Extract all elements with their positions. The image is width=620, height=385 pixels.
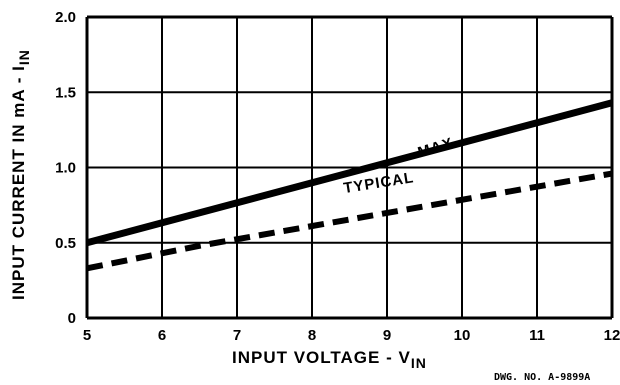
series-line-max	[86, 99, 613, 247]
x-tick-label: 8	[308, 327, 316, 344]
grid	[85, 15, 614, 320]
x-tick-label: 12	[604, 327, 620, 344]
x-axis-label-subscript: IN	[411, 355, 427, 371]
series-group	[86, 99, 613, 272]
y-axis-ticks: 0 0.5 1.0 1.5 2.0	[55, 9, 76, 327]
drawing-number: DWG. NO. A-9899A	[494, 372, 590, 383]
y-axis-label-main: INPUT CURRENT IN mA - I	[9, 65, 28, 300]
series-line-typical	[86, 170, 613, 272]
y-axis-label: INPUT CURRENT IN mA - IIN	[9, 49, 32, 300]
series-label-max: MAX.	[416, 133, 461, 161]
x-tick-label: 7	[233, 327, 241, 344]
series-labels: MAX.TYPICAL	[342, 133, 460, 197]
x-tick-label: 10	[454, 327, 471, 344]
y-tick-label: 1.5	[55, 84, 76, 101]
y-axis-label-subscript: IN	[16, 49, 32, 65]
y-tick-label: 2.0	[55, 9, 76, 26]
y-tick-label: 0	[68, 310, 76, 327]
x-tick-label: 11	[529, 327, 545, 344]
y-tick-label: 1.0	[55, 160, 76, 177]
x-tick-label: 5	[83, 327, 91, 344]
y-tick-label: 0.5	[55, 235, 76, 252]
x-axis-label: INPUT VOLTAGE - VIN	[232, 348, 427, 371]
x-tick-label: 9	[383, 327, 391, 344]
x-axis-ticks: 5 6 7 8 9 10 11 12	[83, 327, 620, 344]
x-axis-label-main: INPUT VOLTAGE - V	[232, 348, 411, 367]
x-tick-label: 6	[158, 327, 166, 344]
